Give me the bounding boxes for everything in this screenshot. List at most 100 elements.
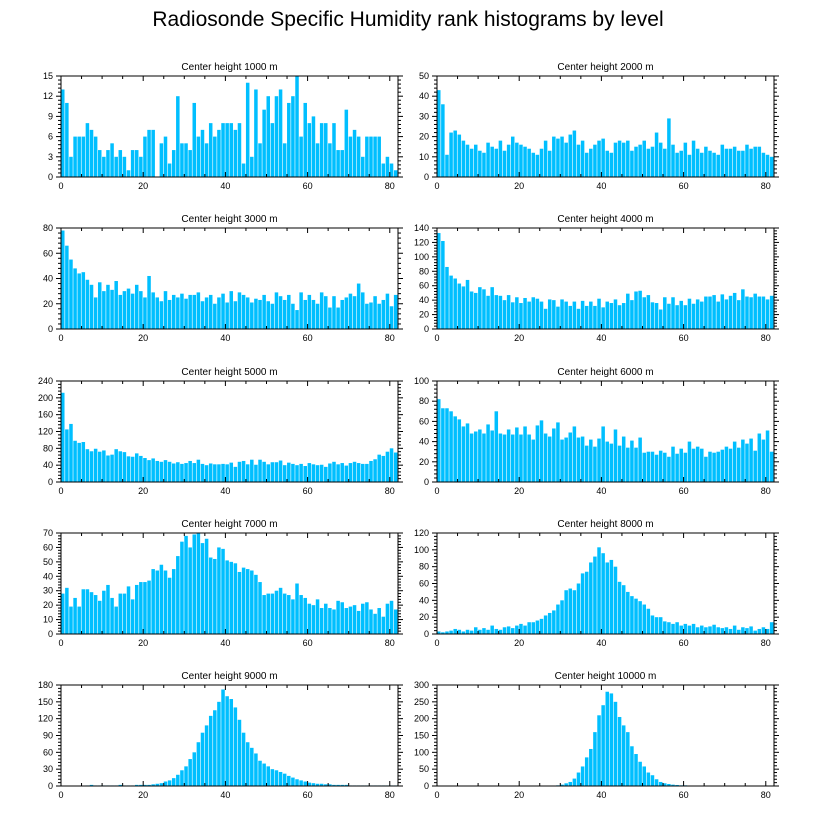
bar [73,440,77,482]
bar [299,136,303,177]
panel-3: Center height 3000 m 0 20 40 60 80 0 20 40 60 80 [43,214,403,343]
bar [245,82,250,177]
bar [675,453,679,482]
bar [389,600,394,634]
bar [449,411,453,482]
bar [593,556,597,634]
bar [196,533,201,634]
bar [556,306,560,329]
bar [303,466,307,482]
bar [340,150,344,177]
bar [69,423,73,482]
panel-title: Center height 8000 m [557,519,653,530]
bar [303,781,307,786]
bar [287,294,291,329]
bar [543,308,548,329]
x-tick-label: 80 [385,638,395,648]
bar [753,450,757,482]
y-tick-label: 140 [414,223,429,233]
bar [274,770,279,786]
bar [192,534,197,634]
bar [613,566,618,634]
bar [490,625,494,634]
bar [336,600,340,634]
bar [482,289,486,329]
y-tick-label: 40 [419,437,429,447]
bar [373,296,377,329]
bar [106,584,110,634]
bar [609,693,614,786]
y-tick-label: 100 [414,545,429,555]
bar [663,148,667,177]
bar [601,553,605,634]
bar [523,625,527,634]
bar [381,163,386,177]
bar [307,294,312,329]
y-tick-label: 60 [43,248,53,258]
bar [749,626,753,634]
panel-5: Center height 5000 m 0 20 40 60 80 0 40 80 120 160… [38,367,403,496]
bar [365,602,369,634]
bar [163,291,168,330]
bar [208,463,213,482]
bar [506,144,511,177]
bar [642,766,646,786]
bar [695,446,700,482]
bar [361,463,365,482]
bar [369,136,373,177]
y-tick-label: 180 [38,680,53,690]
bar [572,426,577,482]
bar [593,732,597,786]
bar [344,109,349,177]
bar [720,294,725,329]
bar [704,146,708,177]
bar [328,463,332,482]
y-tick-label: 90 [43,731,53,741]
bar [114,156,118,177]
bar [523,146,527,177]
bar [287,462,291,482]
x-tick-label: 80 [761,638,771,648]
bar [580,436,585,482]
bar [291,96,295,177]
bar [654,132,659,177]
bar [658,450,663,482]
y-tick-label: 6 [48,132,53,142]
panel-7: Center height 7000 m 0 20 40 60 80 0 10 20 30 40 50… [43,519,403,648]
bar [486,142,490,177]
bar [589,148,593,177]
bar [663,783,667,786]
y-tick-label: 150 [414,731,429,741]
bar [708,296,712,329]
bar [315,465,320,482]
bar [449,275,453,329]
bar [77,606,81,634]
bar [584,757,589,786]
bar [605,441,610,482]
bar [81,136,86,177]
bar [654,779,659,786]
bar [340,602,344,634]
bar [576,772,581,786]
bar [89,784,94,786]
y-tick-label: 80 [419,266,429,276]
bar [159,301,164,329]
bar [102,291,106,330]
bar [262,763,266,786]
bar [85,123,90,177]
bar [560,439,564,482]
bar [527,434,531,482]
bar [237,571,242,634]
bar [543,140,548,177]
bar [580,140,585,177]
bar [720,628,725,634]
bar [324,466,328,482]
bar [139,784,143,786]
bar [278,460,283,482]
bar [765,628,770,634]
bar [332,784,336,786]
bar [757,146,762,177]
bar [389,306,394,329]
bar [461,631,466,634]
